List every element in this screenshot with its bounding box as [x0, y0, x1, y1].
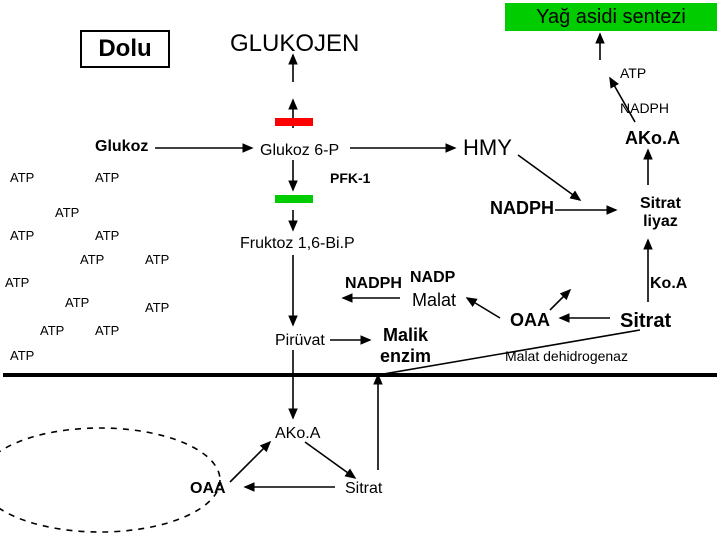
label-atp8: ATP: [5, 275, 29, 290]
label-sitrat_r: Sitrat: [620, 310, 671, 333]
label-akoa_bot: AKo.A: [275, 425, 320, 443]
label-atp7: ATP: [145, 252, 169, 267]
label-atp12: ATP: [95, 323, 119, 338]
label-atp1: ATP: [10, 170, 34, 185]
label-glukoz: Glukoz: [95, 138, 148, 156]
label-glukojen: GLUKOJEN: [230, 30, 359, 58]
label-nadph_lbl: NADPH: [345, 275, 402, 293]
label-atp3: ATP: [55, 205, 79, 220]
label-oaa_bot: OAA: [190, 480, 226, 498]
label-pfk1: PFK-1: [330, 170, 370, 186]
label-oaa_r: OAA: [510, 310, 550, 331]
label-akoa_top: AKo.A: [625, 128, 680, 149]
label-malik: Malik enzim: [380, 325, 431, 367]
label-atp_top: ATP: [620, 65, 646, 81]
label-atp6: ATP: [80, 252, 104, 267]
label-atp4: ATP: [10, 228, 34, 243]
label-fruktoz: Fruktoz 1,6-Bi.P: [240, 235, 355, 253]
label-hmy: HMY: [463, 135, 512, 161]
label-atp2: ATP: [95, 170, 119, 185]
label-nadph_mid: NADPH: [490, 198, 554, 219]
label-sitrat_b: Sitrat: [345, 480, 382, 498]
box-yag-asidi-sentezi: Yağ asidi sentezi: [505, 3, 717, 31]
label-sitrat_ly: Sitrat liyaz: [640, 195, 681, 231]
label-nadp_lbl: NADP: [410, 269, 455, 287]
box-dolu: Dolu: [80, 30, 170, 68]
diagram-svg: [0, 0, 720, 540]
label-atp10: ATP: [145, 300, 169, 315]
label-piruvat: Pirüvat: [275, 332, 325, 350]
label-atp11: ATP: [40, 323, 64, 338]
label-atp9: ATP: [65, 295, 89, 310]
label-nadph_top: NADPH: [620, 100, 669, 116]
box-yag-text: Yağ asidi sentezi: [536, 6, 686, 29]
label-malat: Malat: [412, 290, 456, 311]
label-koa: Ko.A: [650, 275, 687, 293]
label-atp5: ATP: [95, 228, 119, 243]
box-dolu-text: Dolu: [98, 35, 151, 63]
label-glukoz6p: Glukoz 6-P: [260, 142, 339, 160]
label-mdh: Malat dehidrogenaz: [505, 348, 628, 364]
label-atp13: ATP: [10, 348, 34, 363]
